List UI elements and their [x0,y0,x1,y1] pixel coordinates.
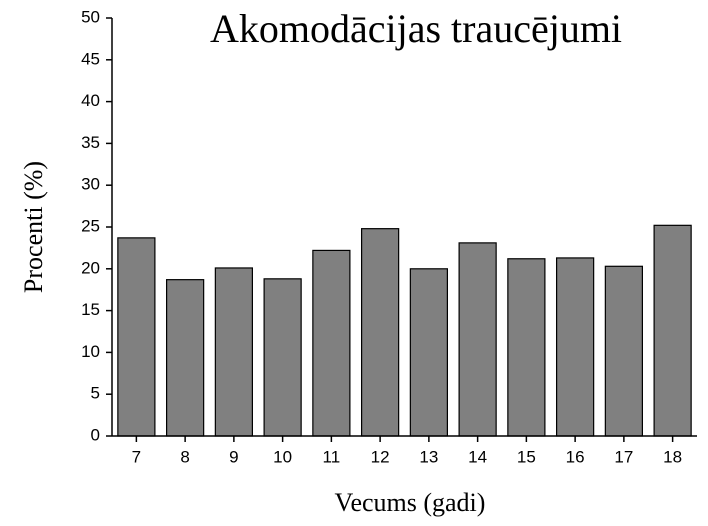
y-tick-label: 0 [91,425,100,444]
chart-title: Akomodācijas traucējumi [210,6,622,51]
x-tick-label: 8 [180,447,189,466]
x-tick-label: 13 [419,447,438,466]
bar [166,279,205,437]
y-axis-label: Procenti (%) [19,161,48,293]
y-tick-label: 25 [81,216,100,235]
bar [555,257,595,437]
y-tick-label: 40 [81,91,100,110]
x-tick-label: 12 [371,447,390,466]
x-tick-label: 10 [273,447,292,466]
x-tick-label: 15 [517,447,536,466]
x-axis-label: Vecums (gadi) [335,488,486,517]
x-tick-label: 9 [229,447,238,466]
y-tick-label: 15 [81,300,100,319]
bar [409,268,449,437]
bar [117,237,156,437]
y-tick-label: 50 [81,7,100,26]
x-tick-label: 11 [323,447,341,466]
y-tick-label: 30 [81,175,100,194]
bar [604,265,643,437]
bar [214,267,254,437]
y-tick-label: 35 [81,133,100,152]
y-tick-label: 5 [91,384,100,403]
x-tick-label: 18 [663,447,682,466]
y-tick-label: 20 [81,258,100,277]
y-tick-label: 45 [81,49,100,68]
bar [653,224,692,437]
bar [361,228,400,437]
bar [312,249,351,437]
x-tick-label: 16 [566,447,585,466]
x-tick-label: 14 [468,447,487,466]
x-tick-label: 17 [614,447,633,466]
bar [458,242,497,437]
bar [263,278,302,437]
y-tick-label: 10 [81,342,100,361]
bar [507,258,546,437]
x-tick-label: 7 [132,447,141,466]
